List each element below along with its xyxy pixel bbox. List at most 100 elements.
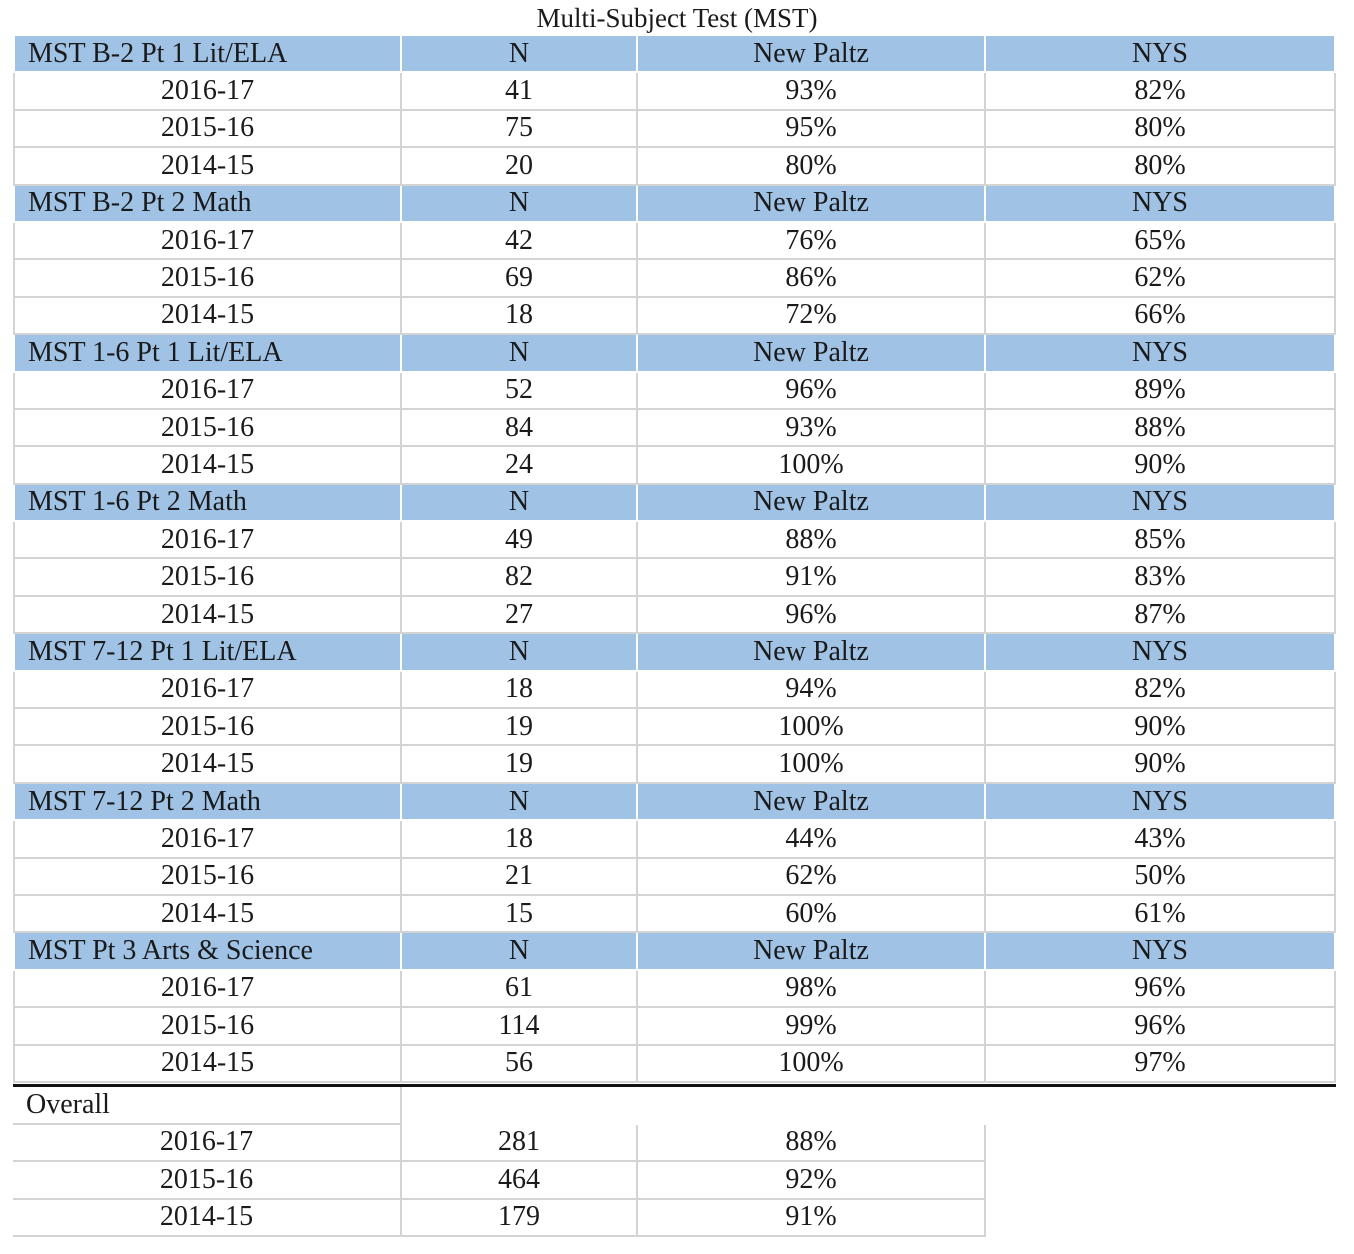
state-rate-cell: 80% (986, 110, 1336, 149)
year-cell: 2014-15 (13, 148, 402, 186)
state-rate-cell: 89% (986, 372, 1336, 410)
college-rate-cell: 100% (638, 709, 986, 747)
year-cell: 2015-16 (13, 260, 402, 298)
n-cell: 42 (402, 222, 638, 261)
college-rate-cell: 95% (638, 110, 986, 149)
column-header-n: N (402, 36, 638, 74)
table-row: 2016-17 42 76% 65% (13, 222, 1336, 261)
college-rate-cell: 99% (638, 1008, 986, 1046)
college-rate-cell: 98% (638, 970, 986, 1009)
section-name: MST 7-12 Pt 2 Math (13, 783, 402, 822)
section-name: MST Pt 3 Arts & Science (13, 933, 402, 971)
state-rate-cell: 87% (986, 596, 1336, 635)
section-header-row: MST 7-12 Pt 2 Math N New Paltz NYS (13, 783, 1336, 822)
state-rate-cell: 90% (986, 746, 1336, 784)
n-cell: 82 (402, 559, 638, 597)
n-cell: 20 (402, 148, 638, 186)
column-header-state: NYS (986, 335, 1336, 373)
table-row: 2016-17 49 88% 85% (13, 522, 1336, 560)
column-header-state: NYS (986, 634, 1336, 672)
table-row: 2016-17 18 94% 82% (13, 671, 1336, 710)
state-rate-cell: 43% (986, 821, 1336, 859)
section-name: MST B-2 Pt 1 Lit/ELA (13, 36, 402, 74)
column-header-n: N (402, 634, 638, 672)
year-cell: 2014-15 (13, 1045, 402, 1083)
state-rate-cell: 90% (986, 709, 1336, 747)
column-header-n: N (402, 783, 638, 822)
table-row: 2014-15 15 60% 61% (13, 895, 1336, 934)
table-row: 2015-16 114 99% 96% (13, 1008, 1336, 1046)
column-header-n: N (402, 933, 638, 971)
section-name: MST B-2 Pt 2 Math (13, 185, 402, 223)
year-cell: 2016-17 (13, 222, 402, 261)
n-cell: 18 (402, 671, 638, 710)
year-cell: 2016-17 (13, 73, 402, 111)
year-cell: 2016-17 (13, 522, 402, 560)
n-cell: 84 (402, 409, 638, 448)
column-header-state: NYS (986, 36, 1336, 74)
state-rate-cell: 96% (986, 970, 1336, 1009)
college-rate-cell: 86% (638, 260, 986, 298)
overall-header-row: Overall (13, 1084, 1336, 1125)
state-rate-cell: 65% (986, 222, 1336, 261)
table-row: 2015-16 75 95% 80% (13, 110, 1336, 149)
overall-table: Overall 2016-17 281 88% 2015-16 464 92% 2014-1… (13, 1084, 1336, 1237)
year-cell: 2015-16 (13, 709, 402, 747)
college-rate-cell: 100% (638, 447, 986, 485)
college-rate-cell: 44% (638, 821, 986, 859)
n-cell: 179 (402, 1199, 638, 1237)
college-rate-cell: 94% (638, 671, 986, 710)
table-row: 2015-16 21 62% 50% (13, 858, 1336, 896)
table-row: 2014-15 20 80% 80% (13, 148, 1336, 186)
column-header-state: NYS (986, 484, 1336, 523)
n-cell: 281 (402, 1124, 638, 1162)
section-header-row: MST B-2 Pt 1 Lit/ELA N New Paltz NYS (13, 36, 1336, 74)
column-header-college: New Paltz (638, 634, 986, 672)
overall-label: Overall (13, 1087, 402, 1125)
year-cell: 2015-16 (13, 110, 402, 149)
section-header-row: MST 7-12 Pt 1 Lit/ELA N New Paltz NYS (13, 634, 1336, 672)
college-rate-cell: 100% (638, 1045, 986, 1083)
college-rate-cell: 96% (638, 596, 986, 635)
state-rate-cell: 66% (986, 297, 1336, 336)
n-cell: 24 (402, 447, 638, 485)
table-row: 2014-15 27 96% 87% (13, 596, 1336, 635)
overall-row: 2015-16 464 92% (13, 1162, 986, 1200)
year-cell: 2014-15 (13, 447, 402, 485)
state-rate-cell: 82% (986, 73, 1336, 111)
college-rate-cell: 91% (638, 559, 986, 597)
year-cell: 2015-16 (13, 409, 402, 448)
section-header-row: MST Pt 3 Arts & Science N New Paltz NYS (13, 933, 1336, 971)
college-rate-cell: 100% (638, 746, 986, 784)
n-cell: 75 (402, 110, 638, 149)
year-cell: 2014-15 (13, 596, 402, 635)
year-cell: 2016-17 (13, 821, 402, 859)
year-cell: 2016-17 (13, 671, 402, 710)
year-cell: 2015-16 (13, 559, 402, 597)
n-cell: 49 (402, 522, 638, 560)
n-cell: 56 (402, 1045, 638, 1083)
column-header-state: NYS (986, 783, 1336, 822)
results-table: MST B-2 Pt 1 Lit/ELA N New Paltz NYS 2016-17… (13, 36, 1336, 1083)
state-rate-cell: 88% (986, 409, 1336, 448)
college-rate-cell: 96% (638, 372, 986, 410)
n-cell: 69 (402, 260, 638, 298)
n-cell: 18 (402, 297, 638, 336)
year-cell: 2016-17 (13, 1124, 402, 1162)
column-header-n: N (402, 185, 638, 223)
n-cell: 52 (402, 372, 638, 410)
college-rate-cell: 93% (638, 73, 986, 111)
state-rate-cell: 62% (986, 260, 1336, 298)
table-row: 2014-15 24 100% 90% (13, 447, 1336, 485)
column-header-college: New Paltz (638, 36, 986, 74)
college-rate-cell: 72% (638, 297, 986, 336)
state-rate-cell: 61% (986, 895, 1336, 934)
year-cell: 2014-15 (13, 1199, 402, 1237)
year-cell: 2015-16 (13, 1162, 402, 1200)
state-rate-cell: 97% (986, 1045, 1336, 1083)
table-row: 2016-17 18 44% 43% (13, 821, 1336, 859)
table-row: 2016-17 52 96% 89% (13, 372, 1336, 410)
college-rate-cell: 88% (638, 522, 986, 560)
section-header-row: MST B-2 Pt 2 Math N New Paltz NYS (13, 185, 1336, 223)
year-cell: 2014-15 (13, 746, 402, 784)
